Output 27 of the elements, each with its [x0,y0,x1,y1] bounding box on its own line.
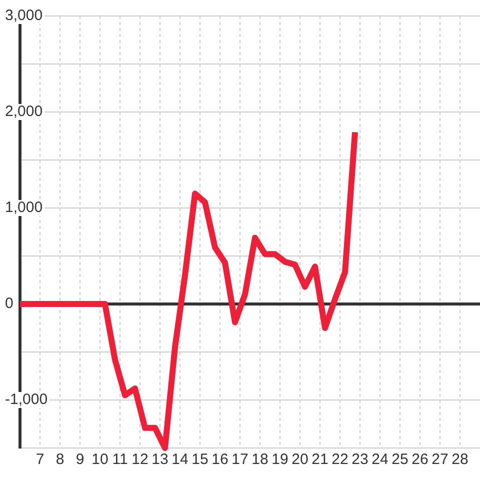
y-tick-label: -1,000 [5,391,48,408]
x-tick-label: 13 [152,451,168,468]
x-tick-label: 22 [332,451,348,468]
x-tick-label: 16 [212,451,228,468]
x-tick-label: 12 [132,451,148,468]
x-tick-label: 10 [92,451,108,468]
y-tick-label: 3,000 [5,7,43,24]
x-tick-label: 26 [412,451,428,468]
x-tick-label: 14 [172,451,188,468]
x-tick-label: 17 [232,451,248,468]
x-tick-label: 20 [292,451,308,468]
x-tick-label: 21 [312,451,328,468]
x-tick-label: 24 [372,451,388,468]
x-tick-label: 25 [392,451,408,468]
x-tick-label: 11 [112,451,128,468]
x-tick-label: 18 [252,451,268,468]
y-tick-label: 0 [5,295,14,312]
y-tick-label: 1,000 [5,199,43,216]
y-tick-label: 2,000 [5,103,43,120]
x-tick-label: 7 [36,451,44,468]
x-tick-label: 9 [76,451,84,468]
x-tick-label: 8 [56,451,64,468]
x-tick-label: 15 [192,451,208,468]
x-tick-label: 27 [432,451,448,468]
x-tick-label: 23 [352,451,368,468]
x-tick-label: 19 [272,451,288,468]
x-tick-label: 28 [452,451,468,468]
